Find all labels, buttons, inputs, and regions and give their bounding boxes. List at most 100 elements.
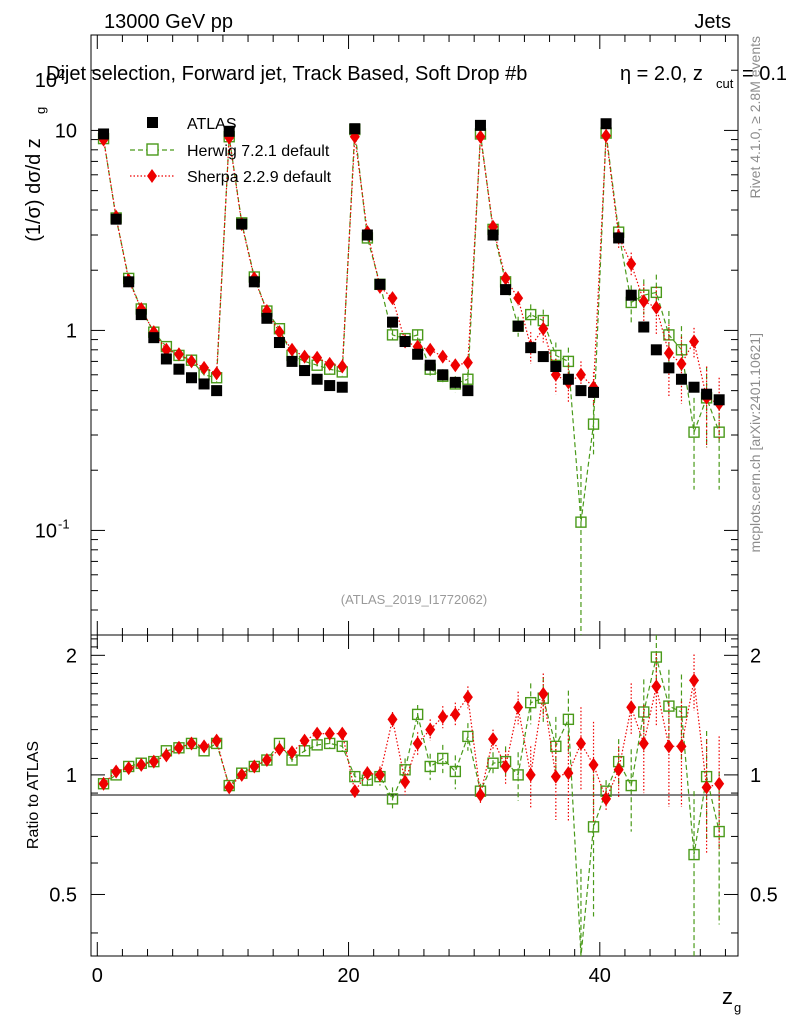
ratio-sherpa-point [450, 707, 461, 722]
herwig-point [562, 355, 575, 368]
plot-title: Dijet selection, Forward jet, Track Base… [46, 63, 786, 91]
ratio-sherpa-point [211, 733, 222, 748]
y-axis-title: (1/σ) dσ/d z g [23, 107, 48, 242]
ratio-sherpa-point [538, 686, 549, 701]
ratio-sherpa-point [626, 700, 637, 715]
x-tick-label: 0 [92, 965, 103, 987]
legend-sherpa-label: Sherpa 2.2.9 default [187, 169, 332, 186]
ratio-sherpa-point [161, 748, 172, 763]
ratio-sherpa-point [412, 736, 423, 751]
atlas-point [650, 344, 662, 356]
atlas-point [135, 309, 147, 321]
y-tick-label: 10 [35, 520, 57, 542]
legend-herwig-marker [146, 143, 159, 156]
legend: ATLAS Herwig 7.2.1 default Sherpa 2.2.9 … [130, 116, 332, 186]
ratio-sherpa-point [714, 776, 725, 791]
sherpa-point [287, 342, 298, 357]
sherpa-point [689, 334, 700, 349]
ratio-herwig-point [650, 651, 663, 663]
sherpa-point [173, 347, 184, 362]
sherpa-point [638, 294, 649, 309]
ratio-herwig-point [562, 713, 575, 726]
ratio-sherpa-point [148, 754, 159, 769]
series-atlas [98, 118, 725, 406]
herwig-point [713, 426, 725, 438]
ratio-axis-title: Ratio to ATLAS [25, 741, 42, 849]
ratio-sherpa-point [488, 732, 499, 747]
ratio-herwig-point [688, 848, 700, 861]
ratio-herwig-point [386, 793, 399, 805]
sherpa-point [475, 129, 486, 144]
ratio-herwig-point [587, 821, 600, 833]
sherpa-point [651, 300, 662, 315]
herwig-point [550, 349, 562, 362]
atlas-point [361, 229, 373, 241]
herwig-point [525, 308, 537, 321]
atlas-point [525, 342, 537, 354]
ratio-sherpa-point [136, 757, 147, 772]
ratio-sherpa-point [575, 736, 586, 751]
atlas-point [273, 337, 285, 349]
ratio-herwig-point [336, 740, 348, 753]
herwig-point [587, 418, 600, 430]
atlas-point [701, 388, 713, 400]
y-tick-label: 10 [35, 70, 57, 92]
sherpa-point [626, 256, 637, 271]
sherpa-point [186, 354, 197, 369]
ratio-sherpa-point [500, 759, 511, 774]
ratio-y-tick-label-right: 0.5 [750, 884, 778, 906]
atlas-point [261, 312, 273, 324]
ratio-herwig-point [512, 769, 524, 781]
sherpa-point [211, 366, 222, 381]
sherpa-point [337, 359, 348, 374]
ratio-sherpa-point [689, 673, 700, 688]
atlas-point [562, 373, 574, 385]
atlas-point [223, 125, 235, 137]
ratio-herwig-point [638, 706, 650, 718]
sherpa-point [299, 349, 310, 364]
atlas-point [248, 276, 260, 288]
sherpa-point [425, 342, 436, 357]
ratio-sherpa-point [312, 726, 323, 741]
ratio-herwig-line [103, 656, 720, 957]
herwig-line [103, 129, 720, 523]
sherpa-point [199, 360, 210, 375]
ratio-herwig-point [449, 765, 462, 778]
mcplots-label: mcplots.cern.ch [arXiv:2401.10621] [747, 333, 763, 552]
sherpa-point [387, 291, 398, 306]
title-eta: η = 2.0, z [620, 63, 703, 85]
ratio-sherpa [98, 653, 725, 855]
legend-atlas-label: ATLAS [187, 116, 237, 133]
sherpa-point [676, 356, 687, 371]
sherpa-point [450, 358, 461, 373]
atlas-point [412, 348, 424, 360]
ratio-herwig-point [311, 739, 323, 751]
atlas-point [123, 276, 135, 288]
atlas-point [487, 229, 499, 241]
herwig-point [688, 426, 700, 438]
atlas-point [110, 213, 122, 225]
atlas-point [600, 118, 612, 130]
atlas-point [688, 381, 700, 393]
atlas-point [638, 321, 650, 333]
ratio-y-tick-label: 0.5 [49, 884, 77, 906]
ratio-sherpa-point [337, 726, 348, 741]
ratio-y-tick-label: 2 [66, 645, 77, 667]
atlas-point [663, 362, 675, 374]
atlas-point [336, 381, 348, 393]
ratio-sherpa-point [601, 791, 612, 806]
legend-atlas-marker [147, 117, 158, 128]
y-tick-label-exp: 2 [58, 66, 65, 81]
x-tick-label: 20 [337, 965, 359, 987]
ratio-sherpa-point [676, 739, 687, 754]
atlas-point [613, 232, 625, 244]
atlas-point [387, 316, 399, 328]
rivet-version-label: Rivet 4.1.0, ≥ 2.8M events [747, 36, 763, 199]
x-tick-label: 40 [589, 965, 611, 987]
atlas-point [575, 385, 587, 397]
atlas-point [349, 123, 361, 135]
atlas-point [462, 385, 474, 397]
y-tick-label-exp: -1 [58, 516, 70, 531]
ratio-sherpa-point [224, 780, 235, 795]
